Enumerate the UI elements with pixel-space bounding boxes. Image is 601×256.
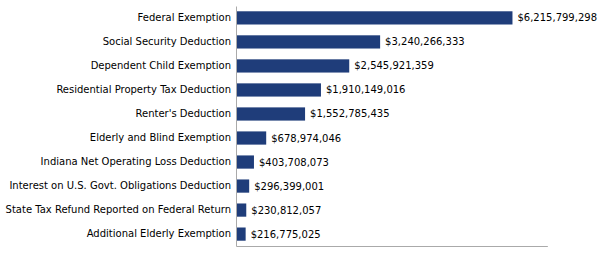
data-label: $6,215,799,298 [517, 12, 597, 23]
y-tick: Social Security Deduction [103, 36, 231, 47]
data-label: $3,240,266,333 [385, 36, 465, 47]
data-label: $296,399,001 [254, 181, 324, 192]
y-axis-line [236, 7, 237, 247]
y-tick: State Tax Refund Reported on Federal Ret… [6, 204, 231, 215]
y-tick-label: Federal Exemption [138, 12, 231, 23]
bar [236, 107, 305, 120]
y-tick: Additional Elderly Exemption [87, 228, 231, 239]
y-tick: Indiana Net Operating Loss Deduction [41, 156, 231, 167]
data-label: $230,812,057 [251, 205, 321, 216]
bar [236, 228, 246, 241]
y-axis: Additional Elderly Exemption State Tax Re… [6, 7, 237, 247]
bar [236, 179, 249, 192]
bar [236, 83, 321, 96]
bar [236, 203, 246, 216]
y-tick: Federal Exemption [138, 12, 231, 23]
data-label: $1,552,785,435 [310, 108, 390, 119]
data-label: $678,974,046 [271, 133, 341, 144]
chart-container: Additional Elderly Exemption State Tax Re… [0, 0, 601, 256]
y-tick: Residential Property Tax Deduction [56, 84, 231, 95]
y-tick-label: Indiana Net Operating Loss Deduction [41, 156, 231, 167]
y-tick: Renter's Deduction [135, 108, 231, 119]
x-axis-line [237, 246, 548, 247]
y-tick-label: State Tax Refund Reported on Federal Ret… [6, 204, 231, 215]
data-label: $403,708,073 [259, 157, 329, 168]
y-tick-label: Dependent Child Exemption [91, 60, 231, 71]
y-tick: Elderly and Blind Exemption [90, 132, 231, 143]
data-label: $1,910,149,016 [326, 84, 406, 95]
y-tick-label: Elderly and Blind Exemption [90, 132, 231, 143]
bar [236, 35, 380, 48]
chart-svg: Additional Elderly Exemption State Tax Re… [0, 0, 601, 256]
y-tick: Dependent Child Exemption [91, 60, 231, 71]
bar [236, 59, 349, 72]
y-tick-label: Interest on U.S. Govt. Obligations Deduc… [9, 180, 231, 191]
bars [236, 11, 512, 240]
bar [236, 131, 266, 144]
bar [236, 11, 512, 24]
data-labels: $216,775,025 $230,812,057 $296,399,001 $403… [251, 12, 597, 239]
y-tick: Interest on U.S. Govt. Obligations Deduc… [9, 180, 231, 191]
y-tick-label: Social Security Deduction [103, 36, 231, 47]
data-label: $2,545,921,359 [354, 60, 434, 71]
y-tick-label: Residential Property Tax Deduction [56, 84, 231, 95]
plot: Additional Elderly Exemption State Tax Re… [6, 7, 597, 247]
data-label: $216,775,025 [251, 229, 321, 240]
bar [236, 155, 254, 168]
x-axis [237, 246, 548, 247]
y-tick-label: Renter's Deduction [135, 108, 231, 119]
y-tick-label: Additional Elderly Exemption [87, 228, 231, 239]
